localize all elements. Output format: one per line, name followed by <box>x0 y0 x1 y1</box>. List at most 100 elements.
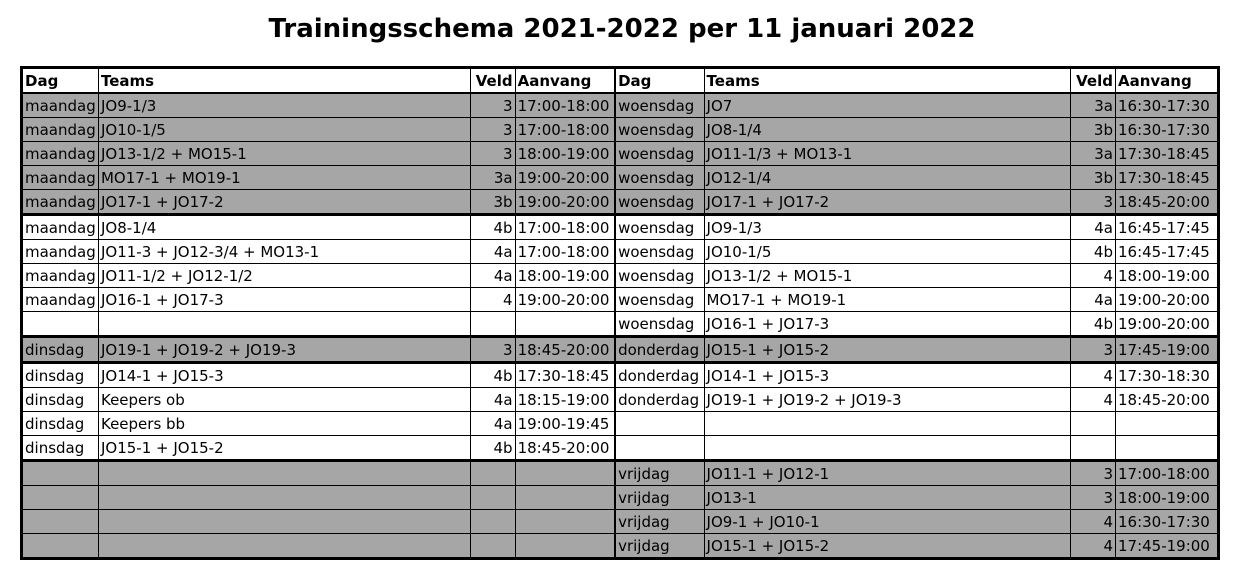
right-teams-cell: JO19-1 + JO19-2 + JO19-3 <box>703 387 1072 412</box>
left-aanvang-cell <box>514 509 616 534</box>
right-teams-cell: JO13-1/2 + MO15-1 <box>703 263 1072 288</box>
table-row: dinsdag Keepers ob 4a 18:15-19:00 donderdag J… <box>21 387 1220 412</box>
table-row: maandag JO11-1/2 + JO12-1/2 4a 18:00-19:00 w… <box>21 263 1220 288</box>
right-teams-cell: JO9-1/3 <box>703 214 1072 240</box>
left-teams-cell: JO17-1 + JO17-2 <box>97 189 471 216</box>
right-dag-cell: woensdag <box>614 165 705 190</box>
left-veld-cell <box>469 460 516 486</box>
right-aanvang-cell: 19:00-20:00 <box>1114 311 1220 338</box>
right-aanvang-cell: 16:45-17:45 <box>1114 214 1220 240</box>
left-teams-cell: MO17-1 + MO19-1 <box>97 165 471 190</box>
table-row: dinsdag JO19-1 + JO19-2 + JO19-3 3 18:45-20… <box>21 336 1220 364</box>
table-row: vrijdag JO11-1 + JO12-1 3 17:00-18:00 <box>21 460 1220 486</box>
right-teams-cell: JO14-1 + JO15-3 <box>703 362 1072 388</box>
left-teams-cell: JO15-1 + JO15-2 <box>97 435 471 462</box>
training-schedule-table: Dag Teams Veld Aanvang Dag Teams Veld Aa… <box>20 66 1220 560</box>
left-aanvang-cell: 19:00-20:00 <box>514 165 616 190</box>
left-dag-cell: dinsdag <box>21 336 99 364</box>
left-veld-cell: 4a <box>469 411 516 436</box>
right-veld-cell: 3 <box>1070 189 1116 216</box>
table-row: dinsdag JO15-1 + JO15-2 4b 18:45-20:00 <box>21 435 1220 462</box>
right-veld-cell: 3 <box>1070 485 1116 510</box>
left-dag-cell <box>21 533 99 559</box>
left-dag-cell <box>21 460 99 486</box>
left-dag-cell: maandag <box>21 214 99 240</box>
right-teams-cell: JO15-1 + JO15-2 <box>703 533 1072 559</box>
right-teams-cell: JO8-1/4 <box>703 117 1072 142</box>
right-dag-cell <box>614 411 705 436</box>
left-dag-cell: dinsdag <box>21 411 99 436</box>
header-teams: Teams <box>703 67 1072 94</box>
left-aanvang-cell: 19:00-20:00 <box>514 189 616 216</box>
left-aanvang-cell: 17:00-18:00 <box>514 117 616 142</box>
left-teams-cell <box>97 311 471 338</box>
left-dag-cell: dinsdag <box>21 435 99 462</box>
right-aanvang-cell: 17:30-18:45 <box>1114 141 1220 166</box>
right-aanvang-cell: 17:45-19:00 <box>1114 533 1220 559</box>
right-dag-cell: donderdag <box>614 336 705 364</box>
left-dag-cell <box>21 311 99 338</box>
left-teams-cell: JO14-1 + JO15-3 <box>97 362 471 388</box>
left-veld-cell: 4a <box>469 263 516 288</box>
table-row: dinsdag Keepers bb 4a 19:00-19:45 <box>21 411 1220 436</box>
left-teams-cell: JO13-1/2 + MO15-1 <box>97 141 471 166</box>
right-aanvang-cell: 18:45-20:00 <box>1114 387 1220 412</box>
right-veld-cell: 4b <box>1070 311 1116 338</box>
left-aanvang-cell: 17:00-18:00 <box>514 239 616 264</box>
right-aanvang-cell: 16:30-17:30 <box>1114 509 1220 534</box>
left-veld-cell <box>469 509 516 534</box>
left-aanvang-cell: 19:00-19:45 <box>514 411 616 436</box>
right-veld-cell: 4 <box>1070 263 1116 288</box>
left-teams-cell: JO19-1 + JO19-2 + JO19-3 <box>97 336 471 364</box>
left-aanvang-cell: 18:45-20:00 <box>514 435 616 462</box>
right-teams-cell: JO12-1/4 <box>703 165 1072 190</box>
table-row: vrijdag JO15-1 + JO15-2 4 17:45-19:00 <box>21 533 1220 559</box>
header-dag: Dag <box>21 67 99 94</box>
right-dag-cell: woensdag <box>614 92 705 118</box>
left-aanvang-cell: 17:00-18:00 <box>514 214 616 240</box>
left-veld-cell <box>469 311 516 338</box>
left-teams-cell: JO16-1 + JO17-3 <box>97 287 471 312</box>
right-veld-cell: 3b <box>1070 165 1116 190</box>
right-aanvang-cell: 16:30-17:30 <box>1114 92 1220 118</box>
right-veld-cell: 4 <box>1070 509 1116 534</box>
left-aanvang-cell: 18:00-19:00 <box>514 141 616 166</box>
left-teams-cell <box>97 509 471 534</box>
right-aanvang-cell: 18:00-19:00 <box>1114 263 1220 288</box>
left-veld-cell: 4a <box>469 239 516 264</box>
left-dag-cell: maandag <box>21 189 99 216</box>
right-dag-cell: vrijdag <box>614 460 705 486</box>
right-dag-cell: woensdag <box>614 117 705 142</box>
table-row: woensdag JO16-1 + JO17-3 4b 19:00-20:00 <box>21 311 1220 338</box>
left-aanvang-cell <box>514 533 616 559</box>
left-veld-cell: 3b <box>469 189 516 216</box>
right-dag-cell: woensdag <box>614 239 705 264</box>
header-teams: Teams <box>97 67 471 94</box>
header-dag: Dag <box>614 67 705 94</box>
right-teams-cell: JO7 <box>703 92 1072 118</box>
header-veld: Veld <box>469 67 516 94</box>
right-aanvang-cell: 18:45-20:00 <box>1114 189 1220 216</box>
left-veld-cell: 4b <box>469 435 516 462</box>
right-aanvang-cell: 17:30-18:45 <box>1114 165 1220 190</box>
right-teams-cell <box>703 435 1072 462</box>
right-dag-cell: woensdag <box>614 141 705 166</box>
left-veld-cell: 3 <box>469 141 516 166</box>
left-veld-cell: 4b <box>469 362 516 388</box>
table-row: vrijdag JO13-1 3 18:00-19:00 <box>21 485 1220 510</box>
right-aanvang-cell: 17:45-19:00 <box>1114 336 1220 364</box>
right-teams-cell: JO11-1/3 + MO13-1 <box>703 141 1072 166</box>
left-teams-cell: JO9-1/3 <box>97 92 471 118</box>
left-dag-cell: maandag <box>21 239 99 264</box>
right-veld-cell: 3b <box>1070 117 1116 142</box>
left-aanvang-cell: 17:00-18:00 <box>514 92 616 118</box>
right-aanvang-cell: 17:30-18:30 <box>1114 362 1220 388</box>
left-dag-cell: maandag <box>21 263 99 288</box>
right-dag-cell: donderdag <box>614 362 705 388</box>
right-aanvang-cell <box>1114 411 1220 436</box>
right-veld-cell: 4a <box>1070 287 1116 312</box>
table-row: maandag JO10-1/5 3 17:00-18:00 woensdag JO8-1… <box>21 117 1220 142</box>
left-veld-cell <box>469 533 516 559</box>
left-dag-cell <box>21 485 99 510</box>
right-veld-cell: 4 <box>1070 533 1116 559</box>
